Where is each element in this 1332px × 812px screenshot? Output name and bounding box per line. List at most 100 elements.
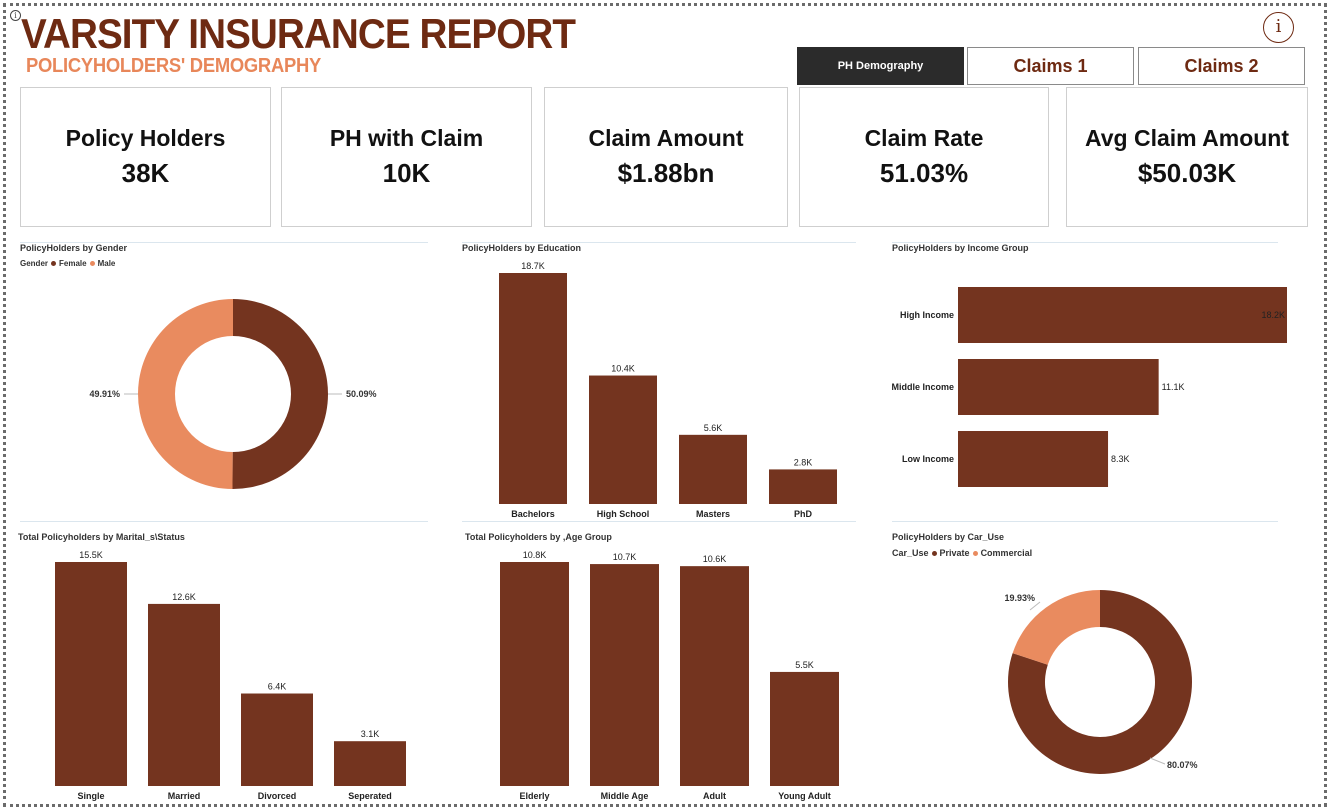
chart-age-bars: 10.8K Elderly 10.7K Middle Age 10.6K Adult 5.5… (500, 550, 839, 801)
data-label: 5.5K (795, 660, 814, 670)
chart-title-gender: PolicyHolders by Gender (20, 243, 128, 253)
category-label: Middle Age (601, 791, 649, 801)
divider (462, 521, 856, 522)
kpi-value: 10K (382, 158, 431, 188)
chart-title-education: PolicyHolders by Education (462, 243, 582, 253)
kpi-value: $50.03K (1137, 158, 1237, 188)
legend-title: Car_Use (892, 548, 929, 558)
kpi-label: PH with Claim (329, 125, 484, 151)
data-label: 10.6K (703, 554, 727, 564)
chart-title-caruse: PolicyHolders by Car_Use (892, 532, 1005, 542)
data-label: 18.7K (521, 261, 545, 271)
kpi-card-ph-with-claim: PH with Claim 10K (281, 87, 532, 227)
leader-line (1029, 601, 1041, 611)
tab-claims-1[interactable]: Claims 1 (967, 47, 1134, 85)
kpi-value: $1.88bn (617, 158, 715, 188)
kpi-label: Claim Amount (588, 125, 744, 151)
data-label: 12.6K (172, 592, 196, 602)
bar-single (55, 562, 127, 786)
slice-male (137, 299, 233, 489)
legend-label-private: Private (939, 548, 970, 558)
kpi-card-claim-rate: Claim Rate 51.03% (799, 87, 1049, 227)
data-label: 5.6K (704, 423, 723, 433)
bar-young-adult (770, 671, 839, 786)
visual-info-icon[interactable]: i (10, 10, 21, 21)
legend-title: Gender (20, 259, 49, 268)
kpi-label: Avg Claim Amount (1084, 125, 1290, 151)
info-icon[interactable]: i (1263, 12, 1294, 43)
tab-claims-2[interactable]: Claims 2 (1138, 47, 1305, 85)
slice-female (232, 299, 328, 489)
chart-gender-donut: 50.09% 49.91% (89, 299, 377, 489)
chart-title-age: Total Policyholders by ,Age Group (465, 532, 612, 542)
data-label: 2.8K (794, 457, 813, 467)
legend-dot-female (51, 261, 57, 266)
category-label: Married (168, 791, 201, 801)
data-label: 10.7K (613, 552, 637, 562)
slice-label: 80.07% (1167, 760, 1198, 770)
divider (462, 242, 856, 243)
kpi-card-policy-holders: Policy Holders 38K (20, 87, 271, 227)
legend-caruse: Car_Use Private Commercial (892, 548, 1032, 558)
legend-label-commercial: Commercial (980, 548, 1033, 558)
chart-marital-bars: 15.5K Single 12.6K Married 6.4K Divorced 3.1K S… (55, 550, 406, 801)
slice-label: 49.91% (89, 389, 120, 399)
data-label: 10.4K (611, 364, 635, 374)
divider (892, 521, 1278, 522)
kpi-card-claim-amount: Claim Amount $1.88bn (544, 87, 788, 227)
kpi-value: 38K (121, 158, 170, 188)
bar-masters (679, 434, 747, 504)
tab-ph-demography[interactable]: PH Demography (797, 47, 964, 85)
data-label: 10.8K (523, 550, 547, 560)
category-label: Elderly (519, 791, 549, 801)
bar-high-income (958, 287, 1287, 343)
chart-income-bars: High Income 18.2K Middle Income 11.1K Low In… (891, 287, 1287, 487)
kpi-label: Claim Rate (864, 125, 984, 151)
kpi-value: 51.03% (879, 158, 969, 188)
category-label: Middle Income (891, 382, 954, 392)
category-label: High Income (900, 310, 954, 320)
legend-label-female: Female (59, 259, 87, 268)
divider (20, 521, 428, 522)
chart-title-income: PolicyHolders by Income Group (892, 243, 1029, 253)
report-subtitle: POLICYHOLDERS' DEMOGRAPHY (26, 55, 321, 77)
bar-adult (680, 566, 749, 786)
category-label: Low Income (902, 454, 954, 464)
data-label: 11.1K (1162, 382, 1185, 392)
report-title: VARSITY INSURANCE REPORT (21, 10, 576, 57)
divider (892, 242, 1278, 243)
category-label: PhD (794, 509, 813, 519)
data-label: 15.5K (79, 550, 103, 560)
legend-dot-private (931, 550, 937, 556)
bar-elderly (500, 562, 569, 786)
bar-middle-age (590, 564, 659, 786)
data-label: 3.1K (361, 729, 380, 739)
legend-dot-commercial (972, 550, 978, 556)
category-label: Single (77, 791, 104, 801)
category-label: High School (597, 509, 650, 519)
kpi-label: Policy Holders (65, 125, 226, 151)
bar-phd (769, 469, 837, 504)
report-frame (3, 3, 1327, 807)
category-label: Bachelors (511, 509, 555, 519)
category-label: Seperated (348, 791, 392, 801)
category-label: Divorced (258, 791, 297, 801)
bar-seperated (334, 741, 406, 786)
slice-commercial (1012, 590, 1100, 665)
data-label: 18.2K (1261, 310, 1285, 320)
category-label: Masters (696, 509, 730, 519)
legend-dot-male (89, 261, 95, 266)
category-label: Young Adult (778, 791, 830, 801)
category-label: Adult (703, 791, 726, 801)
bar-high-school (589, 375, 657, 504)
bar-middle-income (958, 359, 1159, 415)
divider (20, 242, 428, 243)
bar-divorced (241, 693, 313, 786)
data-label: 6.4K (268, 682, 287, 692)
bar-married (148, 603, 220, 786)
chart-education-bars: 18.7K Bachelors 10.4K High School 5.6K Master… (499, 261, 837, 519)
chart-title-marital: Total Policyholders by Marital_s\Status (18, 532, 185, 542)
data-label: 8.3K (1111, 454, 1130, 464)
legend-gender: Gender Female Male (20, 259, 115, 268)
bar-bachelors (499, 273, 567, 504)
